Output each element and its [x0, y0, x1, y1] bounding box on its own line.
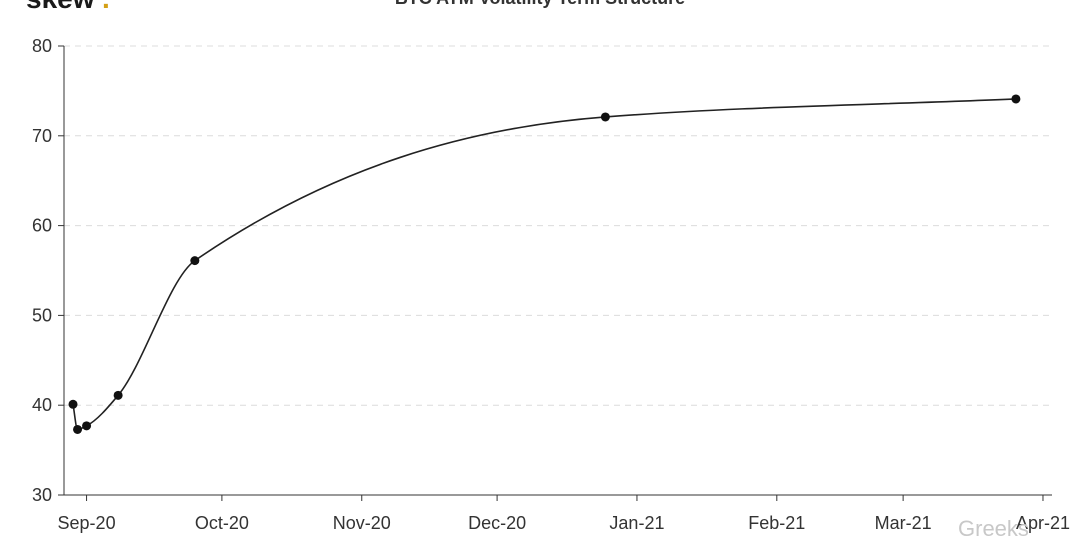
- brand-logo-dot: .: [102, 0, 110, 14]
- grid-lines: [64, 45, 1052, 406]
- y-tick-label: 80: [32, 36, 52, 56]
- x-tick-label: Jan-21: [609, 513, 664, 533]
- data-point: [190, 256, 200, 266]
- data-point: [113, 390, 123, 400]
- x-tick-label: Feb-21: [748, 513, 805, 533]
- watermark: Greeks: [958, 516, 1029, 541]
- chart-title: BTC ATM Volatility Term Structure: [395, 0, 685, 8]
- axes: [58, 45, 1052, 501]
- y-tick-label: 60: [32, 216, 52, 236]
- data-point: [73, 424, 83, 434]
- data-point: [68, 399, 78, 409]
- x-tick-label: Mar-21: [875, 513, 932, 533]
- x-tick-label: Apr-21: [1016, 513, 1070, 533]
- data-points: [68, 94, 1021, 434]
- x-tick-label: Sep-20: [58, 513, 116, 533]
- data-point: [600, 112, 610, 122]
- x-tick-label: Nov-20: [333, 513, 391, 533]
- data-point: [1011, 94, 1021, 104]
- y-tick-label: 30: [32, 485, 52, 505]
- data-point: [82, 421, 92, 431]
- brand-logo-text: skew: [26, 0, 95, 14]
- y-tick-label: 40: [32, 395, 52, 415]
- series-line: [72, 98, 1016, 431]
- y-tick-label: 50: [32, 305, 52, 325]
- x-tick-label: Oct-20: [195, 513, 249, 533]
- tick-labels: 30 40 50 60 70 80 Sep-20 Oct-20 Nov-20 Dec-20 Jan-…: [32, 36, 1070, 533]
- y-tick-label: 70: [32, 126, 52, 146]
- x-tick-label: Dec-20: [468, 513, 526, 533]
